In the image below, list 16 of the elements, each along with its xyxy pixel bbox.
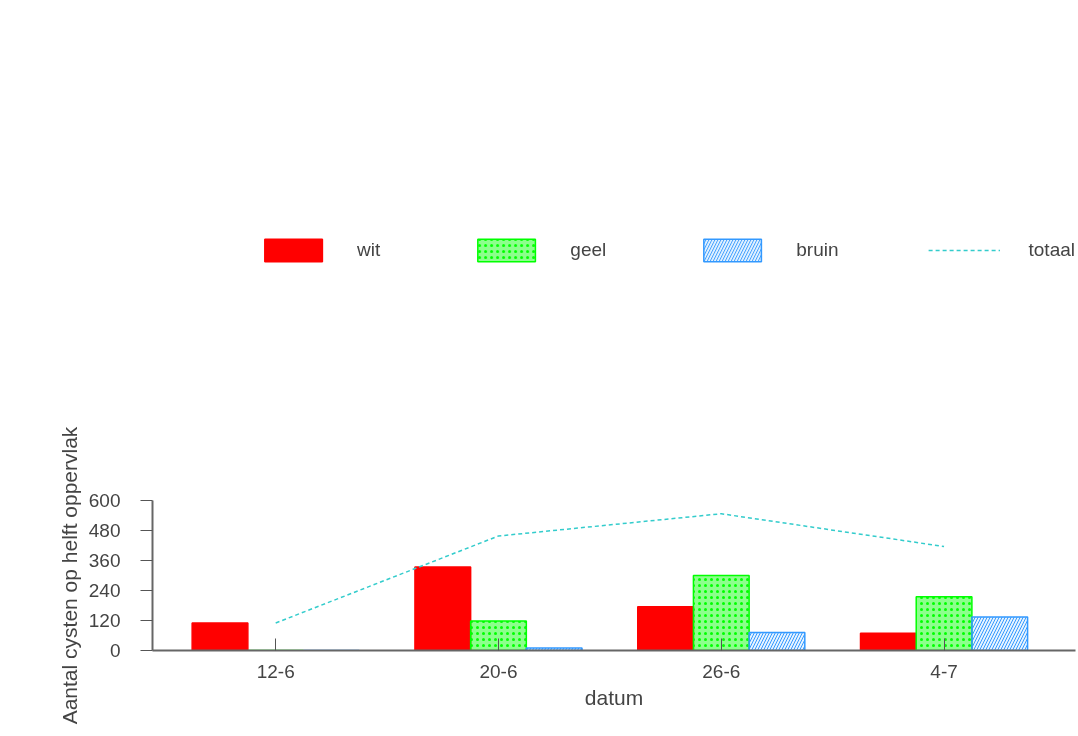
- x-tick-label: 12-6: [256, 660, 295, 682]
- legend-label: wit: [357, 239, 381, 261]
- y-tick-label: 480: [88, 520, 121, 541]
- legend-label: geel: [570, 239, 607, 261]
- y-tick-label: 600: [88, 490, 121, 511]
- legend-label: bruin: [796, 239, 839, 261]
- x-tick-label: 4-7: [930, 660, 958, 682]
- y-tick-label: 0: [109, 640, 121, 661]
- legend-label: totaal: [1028, 239, 1075, 261]
- x-tick-label: 20-6: [479, 660, 518, 682]
- x-axis-title: datum: [584, 685, 644, 709]
- y-axis-title: Aantal cysten op helft oppervlak: [57, 426, 81, 725]
- y-tick-label: 120: [88, 610, 121, 631]
- x-tick-label: 26-6: [702, 660, 741, 682]
- y-tick-label: 240: [88, 580, 121, 601]
- y-tick-label: 360: [88, 550, 121, 571]
